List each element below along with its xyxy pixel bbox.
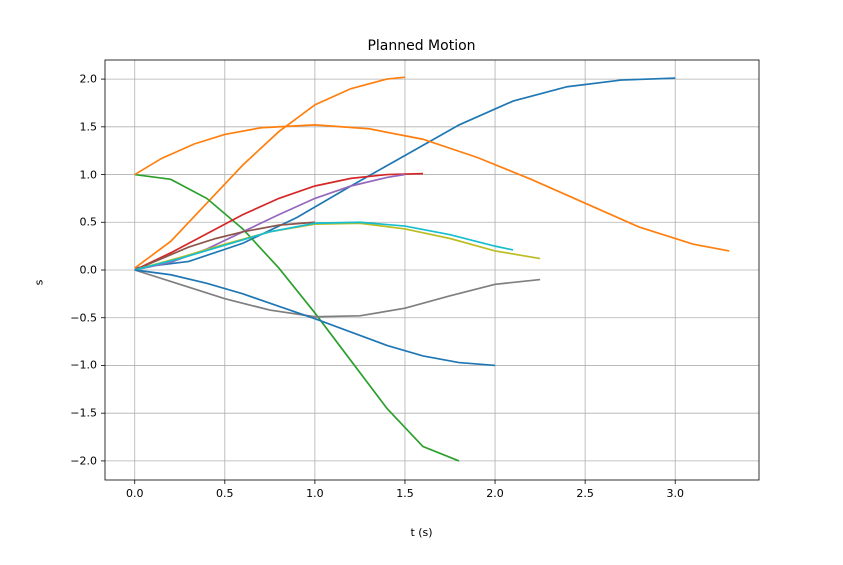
x-tick-label: 3.0 — [666, 487, 684, 500]
y-tick-label: 2.0 — [59, 73, 97, 86]
y-tick-label: −0.5 — [59, 311, 97, 324]
chart-canvas — [0, 0, 843, 565]
curve-2 — [135, 77, 405, 268]
x-tick-label: 0.0 — [126, 487, 144, 500]
curve-4 — [135, 174, 423, 270]
x-tick-label: 0.5 — [216, 487, 234, 500]
y-tick-label: 0.5 — [59, 216, 97, 229]
y-tick-label: 0.0 — [59, 264, 97, 277]
y-tick-label: −1.0 — [59, 359, 97, 372]
x-tick-label: 1.0 — [306, 487, 324, 500]
x-tick-label: 1.5 — [396, 487, 414, 500]
x-tick-label: 2.5 — [576, 487, 594, 500]
y-tick-label: −2.0 — [59, 454, 97, 467]
y-tick-label: 1.0 — [59, 168, 97, 181]
x-tick-label: 2.0 — [486, 487, 504, 500]
figure: Planned Motion s t (s) 0.00.51.01.52.02.… — [0, 0, 843, 565]
y-tick-label: 1.5 — [59, 120, 97, 133]
curve-9 — [135, 223, 540, 270]
y-tick-label: −1.5 — [59, 407, 97, 420]
curve-8 — [135, 270, 540, 317]
